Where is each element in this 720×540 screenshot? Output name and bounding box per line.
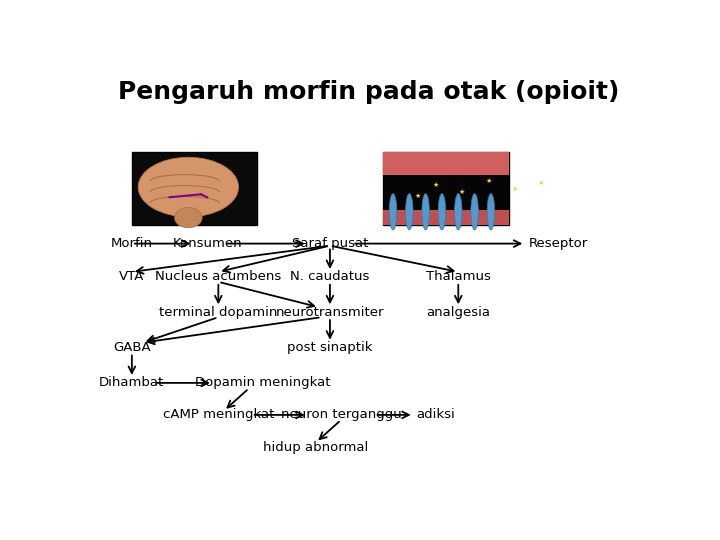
Text: Dopamin meningkat: Dopamin meningkat (195, 376, 330, 389)
Text: ★: ★ (433, 182, 438, 188)
Text: cAMP meningkat: cAMP meningkat (163, 408, 274, 421)
Text: adiksi: adiksi (417, 408, 455, 421)
Text: Nucleus acumbens: Nucleus acumbens (156, 271, 282, 284)
Bar (132, 152, 258, 225)
Text: Morfin: Morfin (111, 237, 153, 250)
Text: hidup abnormal: hidup abnormal (264, 441, 369, 454)
Text: neuron terganggu: neuron terganggu (281, 408, 402, 421)
Text: ★: ★ (459, 189, 465, 195)
Text: analgesia: analgesia (426, 306, 490, 319)
Text: ★: ★ (485, 178, 492, 184)
Text: neurotransmiter: neurotransmiter (276, 306, 384, 319)
Ellipse shape (405, 194, 413, 230)
Ellipse shape (422, 194, 429, 230)
Text: Thalamus: Thalamus (426, 271, 491, 284)
Ellipse shape (438, 194, 446, 230)
Text: VTA: VTA (120, 271, 145, 284)
Text: GABA: GABA (113, 341, 150, 354)
Text: Saraf pusat: Saraf pusat (292, 237, 368, 250)
Ellipse shape (454, 194, 462, 230)
Text: terminal dopamin: terminal dopamin (159, 306, 277, 319)
Ellipse shape (487, 194, 495, 230)
Text: ★: ★ (512, 186, 518, 192)
Text: N. caudatus: N. caudatus (290, 271, 369, 284)
Bar (383, 152, 508, 176)
Text: post sinaptik: post sinaptik (287, 341, 373, 354)
Text: Reseptor: Reseptor (529, 237, 588, 250)
Text: Konsumen: Konsumen (172, 237, 242, 250)
Ellipse shape (174, 207, 202, 228)
Ellipse shape (390, 194, 397, 230)
Text: ★: ★ (415, 193, 421, 199)
Ellipse shape (138, 157, 238, 217)
Bar (383, 152, 508, 225)
Text: ★: ★ (538, 180, 544, 186)
Ellipse shape (471, 194, 478, 230)
Text: Pengaruh morfin pada otak (opioit): Pengaruh morfin pada otak (opioit) (118, 80, 620, 104)
Text: Dihambat: Dihambat (99, 376, 164, 389)
Bar (383, 210, 508, 225)
